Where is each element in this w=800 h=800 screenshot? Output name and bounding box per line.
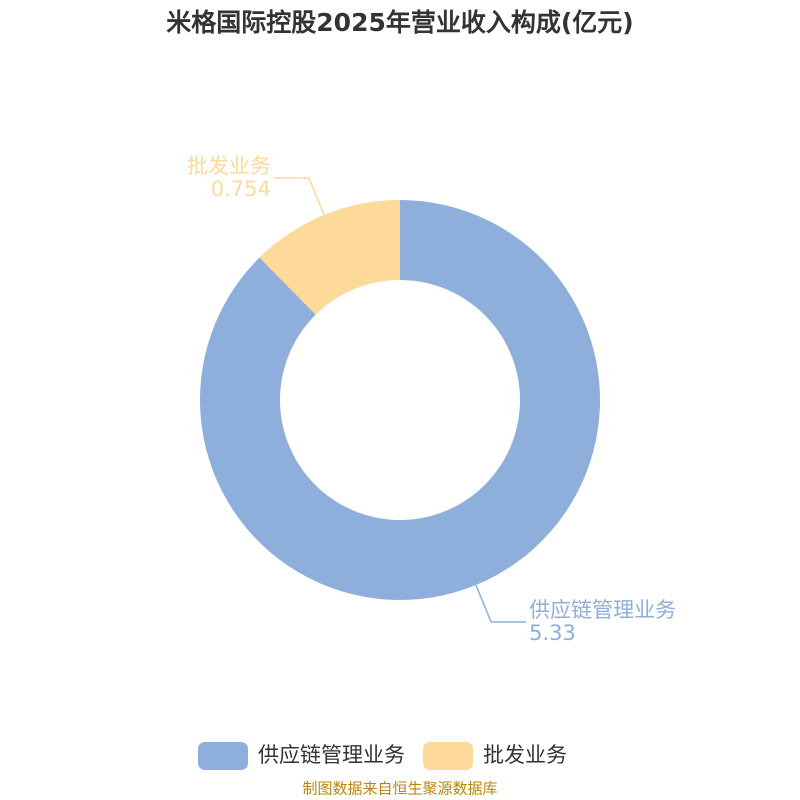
legend-swatch: [423, 742, 473, 770]
slice-label: 供应链管理业务: [529, 598, 676, 622]
slice-label: 批发业务: [187, 154, 271, 178]
value-label: 0.754: [211, 177, 271, 201]
donut-slice: [259, 200, 400, 315]
leader-line: [273, 177, 325, 216]
legend-label: 供应链管理业务: [258, 743, 405, 767]
legend-label: 批发业务: [483, 743, 567, 767]
source-note: 制图数据来自恒生聚源数据库: [302, 780, 497, 798]
donut-slice: [199, 200, 600, 600]
leader-line: [475, 584, 527, 623]
chart-title: 米格国际控股2025年营业收入构成(亿元): [166, 8, 633, 37]
value-label: 5.33: [529, 621, 576, 645]
legend-swatch: [198, 742, 248, 770]
